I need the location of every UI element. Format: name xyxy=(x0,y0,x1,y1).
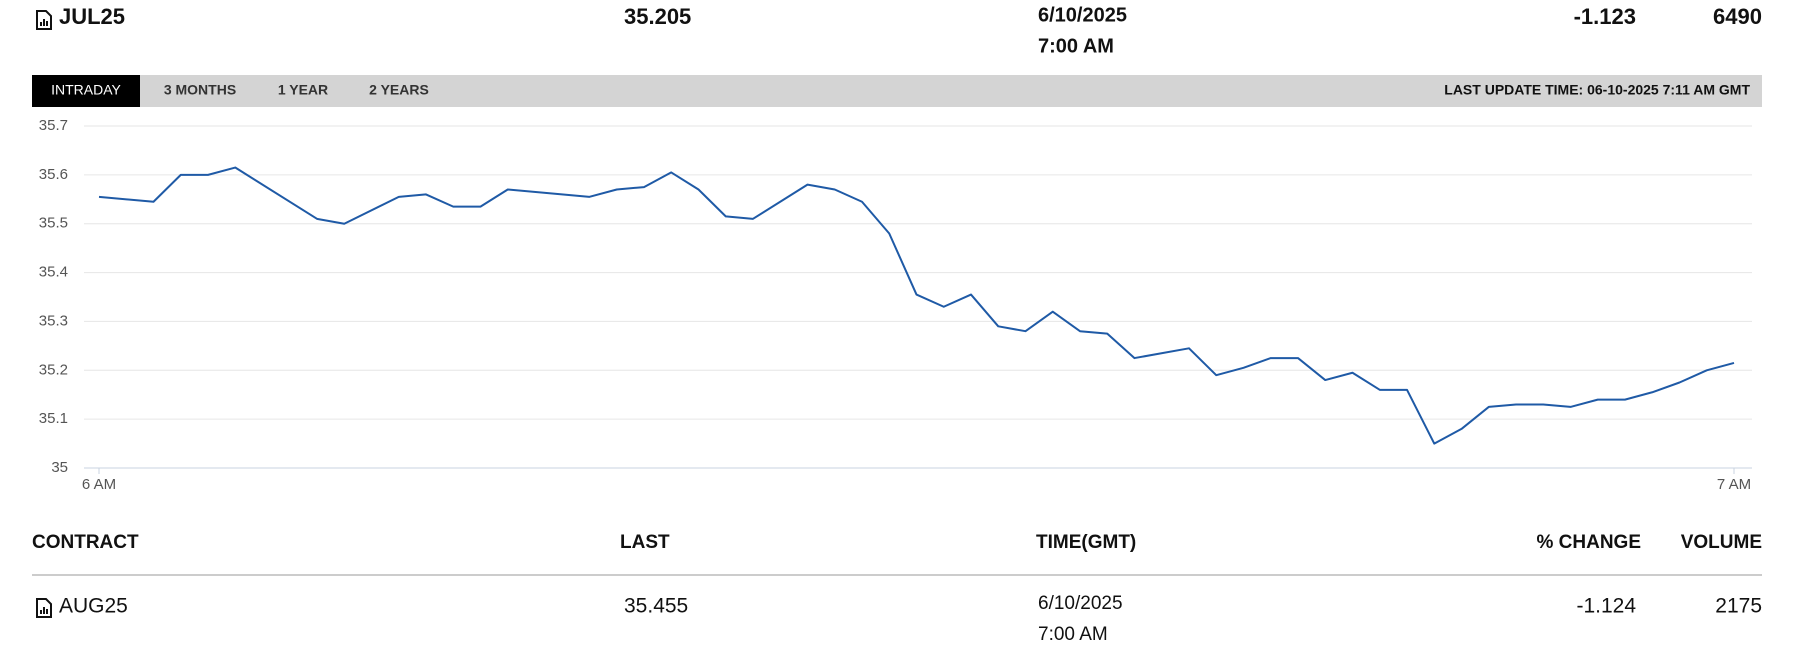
time: 7:00 AM xyxy=(1038,35,1114,57)
x-tick-label: 6 AM xyxy=(82,476,116,493)
price-line xyxy=(98,166,1735,445)
y-tick-label: 35.6 xyxy=(39,166,68,183)
row-last: 35.455 xyxy=(624,595,688,618)
table-header: TIME(GMT) xyxy=(1036,532,1136,553)
tab-bar: INTRADAY 3 MONTHS 1 YEAR 2 YEARS LAST UP… xyxy=(32,75,1762,107)
volume: 6490 xyxy=(1713,4,1762,29)
contract[interactable]: JUL25 xyxy=(59,4,125,29)
table-header: VOLUME xyxy=(1681,532,1762,553)
y-tick-label: 35.1 xyxy=(39,410,68,427)
table-header: % CHANGE xyxy=(1536,532,1641,553)
y-tick-label: 35.2 xyxy=(39,361,68,378)
y-tick-label: 35.5 xyxy=(39,215,68,232)
change: -1.123 xyxy=(1574,4,1636,29)
row-change: -1.124 xyxy=(1576,595,1636,618)
table: CONTRACT LAST TIME(GMT) % CHANGE VOLUME … xyxy=(32,532,1762,645)
table-header: LAST xyxy=(620,532,670,553)
tab[interactable]: 3 MONTHS xyxy=(164,82,236,98)
row-time: 7:00 AM xyxy=(1038,624,1108,645)
table-header: CONTRACT xyxy=(32,532,139,553)
tab[interactable]: 2 YEARS xyxy=(369,82,429,98)
chart: 35 35.1 35.2 35.3 35.4 35.5 35.6 35.7 6 AM 7 AM xyxy=(39,117,1752,493)
row-volume: 2175 xyxy=(1715,595,1762,618)
row-date: 6/10/2025 xyxy=(1038,593,1123,614)
tab-bar-bg xyxy=(32,75,1762,107)
tab[interactable]: 1 YEAR xyxy=(278,82,328,98)
date: 6/10/2025 xyxy=(1038,4,1127,26)
last-update: LAST UPDATE TIME: 06-10-2025 7:11 AM GMT xyxy=(1444,82,1750,98)
last: 35.205 xyxy=(624,4,691,29)
quote-row: JUL25 35.205 6/10/2025 7:00 AM -1.123 64… xyxy=(36,4,1762,57)
row-contract[interactable]: AUG25 xyxy=(59,595,128,618)
chart-icon xyxy=(36,598,52,618)
y-tick-label: 35.4 xyxy=(39,264,68,281)
y-tick-label: 35.3 xyxy=(39,312,68,329)
chart-icon xyxy=(36,10,52,30)
x-tick-label: 7 AM xyxy=(1717,476,1751,493)
tab-active-bg xyxy=(32,75,140,107)
tab[interactable]: INTRADAY xyxy=(51,82,121,98)
y-tick-label: 35 xyxy=(51,459,68,476)
y-tick-label: 35.7 xyxy=(39,117,68,134)
